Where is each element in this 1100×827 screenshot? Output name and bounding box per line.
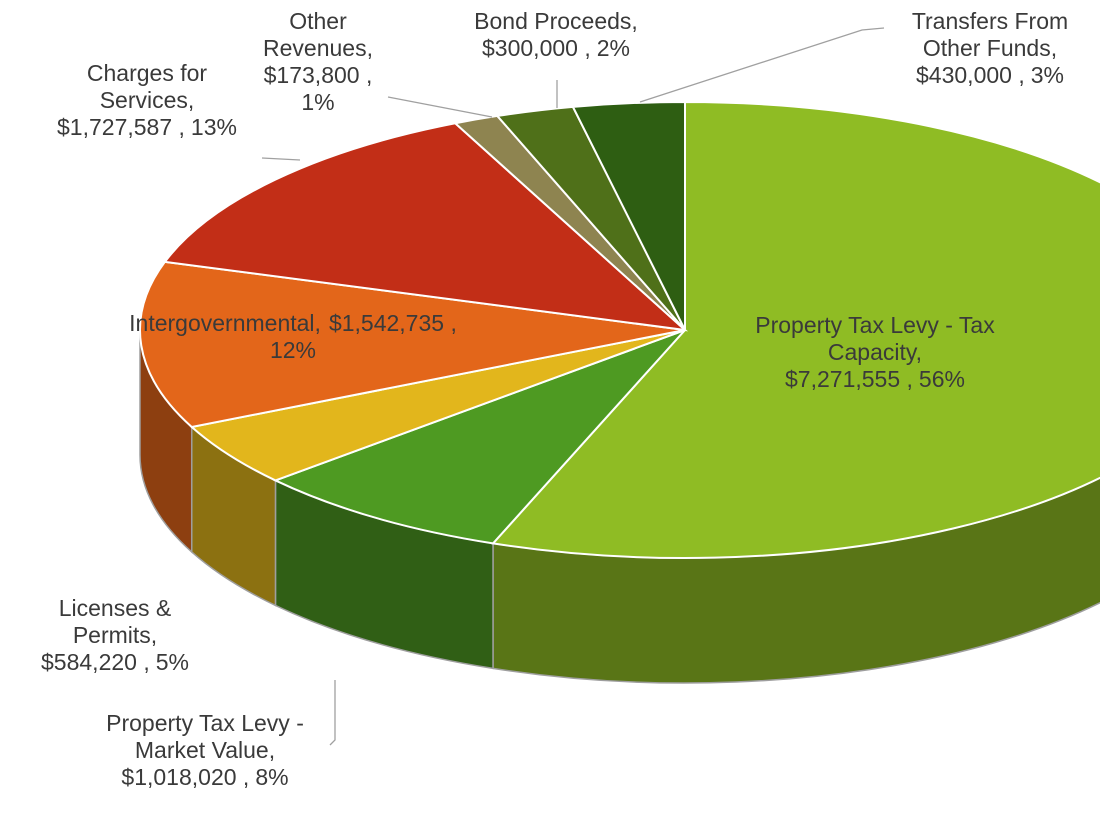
label-percent: 1% <box>301 89 335 115</box>
leader-line <box>387 96 493 118</box>
pie-slice <box>272 329 686 545</box>
label-category: Intergovernmental, <box>129 310 321 336</box>
label-percent: 3% <box>1030 62 1064 88</box>
pie-sides <box>139 329 1100 684</box>
label-category: Bond Proceeds, <box>474 8 638 34</box>
label-category: Licenses & Permits, <box>58 595 172 648</box>
leader-line <box>261 157 301 161</box>
leader-line <box>639 27 885 103</box>
pie-tops <box>139 100 1100 559</box>
data-label: Licenses & Permits, $584,220 , 5% <box>0 595 415 676</box>
pie-slice <box>163 122 689 332</box>
label-percent: 5% <box>155 649 189 675</box>
label-category: Transfers From Other Funds, <box>911 8 1069 61</box>
label-category: Other Revenues, <box>263 8 373 61</box>
label-value: $1,018,020 , <box>121 764 250 790</box>
data-label: Bond Proceeds, $300,000 , 2% <box>256 8 856 62</box>
leader-line <box>329 680 336 746</box>
data-label: Other Revenues, $173,800 , 1% <box>18 8 618 116</box>
label-value: $300,000 , <box>482 35 591 61</box>
label-percent: 12% <box>269 337 317 363</box>
label-value: $1,542,735 , <box>328 310 457 336</box>
label-value: $584,220 , <box>41 649 150 675</box>
label-percent: 13% <box>190 114 237 140</box>
label-percent: 56% <box>918 366 965 392</box>
pie-slice <box>139 260 686 429</box>
label-value: $430,000 , <box>916 62 1025 88</box>
label-category: Property Tax Levy - Market Value, <box>106 710 304 763</box>
pie-slice <box>491 100 1100 559</box>
label-percent: 2% <box>596 35 630 61</box>
data-label: Transfers From Other Funds, $430,000 , 3% <box>690 8 1100 89</box>
label-category: Charges for Services, <box>86 60 208 113</box>
data-label: Intergovernmental, $1,542,735 , 12% <box>0 310 593 364</box>
data-label: Charges for Services, $1,727,587 , 13% <box>0 60 447 141</box>
data-label: Property Tax Levy - Market Value, $1,018,… <box>0 710 505 791</box>
label-value: $1,727,587 , <box>57 114 185 140</box>
data-label: Property Tax Levy - Tax Capacity, $7,271,… <box>575 312 1100 393</box>
pie-slice <box>571 100 686 331</box>
label-value: $7,271,555 , <box>785 366 913 392</box>
label-percent: 8% <box>255 764 289 790</box>
label-category: Property Tax Levy - Tax Capacity, <box>755 312 995 365</box>
label-value: $173,800 , <box>263 62 373 88</box>
